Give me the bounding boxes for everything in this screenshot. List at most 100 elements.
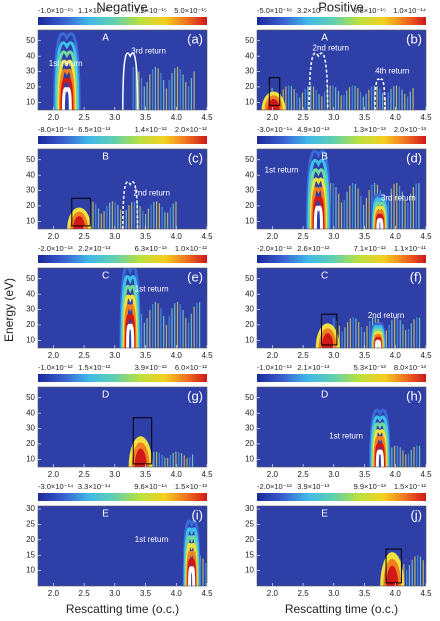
highlight-box (71, 197, 91, 227)
plume-band (376, 218, 384, 229)
highlight-box (321, 313, 338, 346)
y-tick-label: 20 (245, 320, 254, 329)
x-tick-label: 3.5 (140, 470, 152, 479)
y-tick-label: 30 (245, 305, 254, 314)
colorbar-tick-label: -3.0×10⁻¹⁴ (257, 125, 292, 134)
colorbar-tick-label: 8.0×10⁻¹³ (394, 363, 427, 372)
y-tick-label: 50 (245, 393, 254, 402)
x-tick-label: 2.0 (267, 351, 279, 360)
x-tick-label: 2.5 (298, 470, 310, 479)
column-title: Positive (318, 0, 364, 14)
colorbar-tick-label: 1.1×10⁻¹⁵ (78, 6, 111, 15)
blob (267, 98, 280, 110)
panel: -1.0×10⁻¹² 1.5×10⁻¹² 3.9×10⁻¹² 6.0×10⁻¹² 2.0… (26, 363, 213, 479)
colorbar (257, 374, 426, 382)
colorbar-tick-label: -8.0×10⁻¹⁴ (38, 125, 73, 134)
y-tick-label: 10 (245, 335, 254, 344)
heatmap (119, 268, 201, 348)
colorbar (257, 255, 426, 263)
plume-band (311, 187, 326, 229)
plume-band (374, 339, 382, 348)
colorbar-tick-label: -2.0×10⁻¹³ (38, 244, 73, 253)
colorbar-tick-label: 4.9×10⁻¹³ (297, 125, 330, 134)
return-curve (308, 52, 329, 110)
annotation: 1st return (135, 535, 169, 544)
colorbar-tick-label: -1.0×10⁻¹³ (257, 363, 292, 372)
heatmap (182, 519, 207, 586)
colorbar-tick-label: 2.0×10⁻¹² (175, 125, 208, 134)
plume-band (60, 78, 74, 110)
blob (321, 333, 334, 348)
plume-band (56, 50, 78, 110)
y-tick-label: 20 (26, 439, 35, 448)
y-tick-label: 20 (26, 201, 35, 210)
y-tick-label: 40 (26, 51, 35, 60)
y-tick-label: 20 (245, 535, 254, 544)
x-tick-label: 2.0 (267, 589, 279, 598)
y-tick-label: 10 (26, 454, 35, 463)
x-tick-label: 4.0 (171, 470, 183, 479)
panel-label: (h) (406, 388, 422, 403)
x-tick-label: 2.5 (79, 351, 91, 360)
region-label: D (321, 390, 328, 401)
y-tick-label: 10 (245, 216, 254, 225)
colorbar-tick-label: 1.5×10⁻¹² (78, 363, 111, 372)
y-tick-label: 30 (245, 504, 254, 513)
colorbar-tick-label: 3.2×10⁻¹⁵ (297, 6, 330, 15)
highlight-box (132, 417, 153, 465)
y-tick-label: 40 (245, 408, 254, 417)
y-tick-label: 40 (245, 51, 254, 60)
y-tick-label: 10 (26, 216, 35, 225)
y-tick-label: 20 (245, 82, 254, 91)
x-tick-label: 3.5 (359, 351, 371, 360)
plot-frame (37, 267, 208, 349)
colorbar-tick-label: -1.0×10⁻¹² (38, 363, 73, 372)
y-tick-label: 40 (26, 170, 35, 179)
annotation: 2nd return (133, 189, 169, 198)
region-label: D (102, 390, 109, 401)
colorbar-tick-label: -3.0×10⁻¹⁴ (38, 482, 73, 491)
colorbar-tick-label: 3.3×10⁻¹⁴ (78, 482, 111, 491)
colorbar-tick-label: 1.4×10⁻¹² (135, 125, 168, 134)
heatmap (53, 32, 195, 110)
x-tick-label: 4.0 (390, 351, 402, 360)
blob (386, 565, 399, 586)
x-tick-label: 2.5 (79, 113, 91, 122)
x-tick-label: 3.0 (328, 351, 340, 360)
return-curve (122, 52, 139, 110)
plume-band (308, 168, 329, 229)
region-label: C (321, 271, 328, 282)
panel-label: (i) (191, 507, 203, 522)
plot-frame (256, 148, 427, 230)
x-tick-label: 4.0 (171, 113, 183, 122)
panel-label: (e) (187, 269, 203, 284)
panel: -1.0×10⁻¹³ 2.1×10⁻¹³ 5.3×10⁻¹³ 8.0×10⁻¹³ 2.0… (245, 363, 432, 479)
colorbar (38, 493, 207, 501)
plume-band (53, 32, 81, 110)
y-tick-label: 30 (245, 67, 254, 76)
colorbar-tick-label: 5.3×10⁻¹³ (354, 363, 387, 372)
blob (134, 448, 147, 467)
x-tick-label: 3.0 (328, 470, 340, 479)
x-tick-label: 3.5 (140, 232, 152, 241)
x-tick-label: 3.0 (109, 589, 121, 598)
y-tick-label: 40 (245, 170, 254, 179)
y-tick-label: 10 (245, 454, 254, 463)
plume-band (57, 59, 77, 110)
colorbar-tick-label: -5.0×10⁻¹⁶ (257, 6, 292, 15)
y-tick-label: 40 (26, 408, 35, 417)
x-tick-label: 4.0 (390, 113, 402, 122)
x-tick-label: 2.5 (298, 232, 310, 241)
y-tick-label: 10 (26, 335, 35, 344)
y-tick-label: 20 (245, 201, 254, 210)
region-label: E (102, 509, 109, 520)
x-tick-label: 4.0 (171, 589, 183, 598)
x-tick-label: 4.5 (420, 589, 432, 598)
annotation: 1st return (265, 166, 299, 175)
colorbar-tick-label: 1.5×10⁻¹² (394, 482, 427, 491)
x-tick-label: 2.5 (298, 589, 310, 598)
colorbar-tick-label: 1.0×10⁻¹² (175, 244, 208, 253)
plume-band (375, 449, 384, 467)
y-tick-label: 50 (245, 155, 254, 164)
x-tick-label: 3.0 (328, 113, 340, 122)
